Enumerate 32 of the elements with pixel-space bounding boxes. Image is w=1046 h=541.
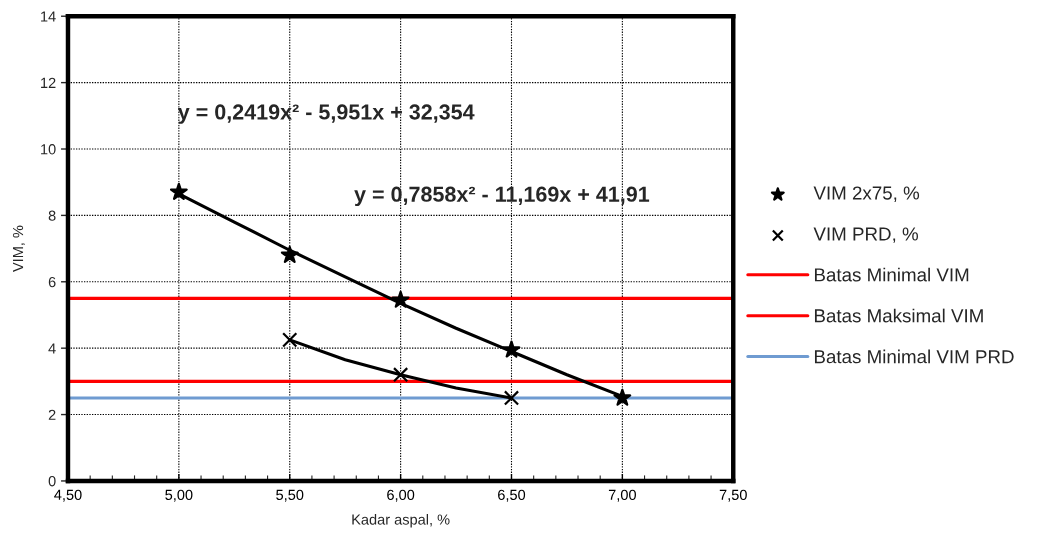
point: [169, 182, 188, 200]
x-tick-label: 6,00: [387, 489, 415, 502]
x-axis-title: Kadar aspal, %: [352, 513, 450, 528]
legend-label: Batas Maksimal VIM: [814, 308, 983, 323]
legend-label: Batas Minimal VIM: [814, 267, 969, 282]
point: [391, 290, 410, 308]
x-tick-label: 6,50: [498, 489, 526, 502]
point: [613, 388, 632, 406]
y-tick-label: 2: [48, 409, 56, 420]
point: [280, 245, 299, 263]
point: [282, 332, 298, 348]
y-axis-title: VIM, %: [12, 225, 25, 273]
x-tick-label: 5,50: [276, 489, 304, 502]
annotation: y = 0,2419x² - 5,951x + 32,354: [177, 104, 475, 124]
x-tick-label: 4,50: [54, 489, 82, 502]
annotation: y = 0,7858x² - 11,169x + 41,91: [354, 186, 650, 207]
y-tick-label: 8: [48, 210, 56, 221]
point: [392, 367, 409, 383]
x-tick-label: 7,00: [608, 489, 636, 502]
x-tick-label: 5,00: [165, 489, 193, 502]
legend-label: Batas Minimal VIM PRD: [814, 349, 1014, 364]
y-tick-label: 0: [48, 476, 56, 487]
point: [503, 390, 520, 406]
legend-label: VIM PRD, %: [813, 227, 918, 243]
y-tick-label: 6: [48, 276, 56, 288]
point: [502, 340, 521, 358]
x-tick-label: 7,50: [719, 489, 747, 502]
y-tick-label: 14: [41, 11, 56, 22]
y-tick-label: 12: [41, 77, 56, 88]
y-tick-label: 4: [48, 343, 56, 354]
legend-label: VIM 2x75, %: [813, 186, 920, 202]
y-tick-label: 10: [41, 144, 56, 155]
